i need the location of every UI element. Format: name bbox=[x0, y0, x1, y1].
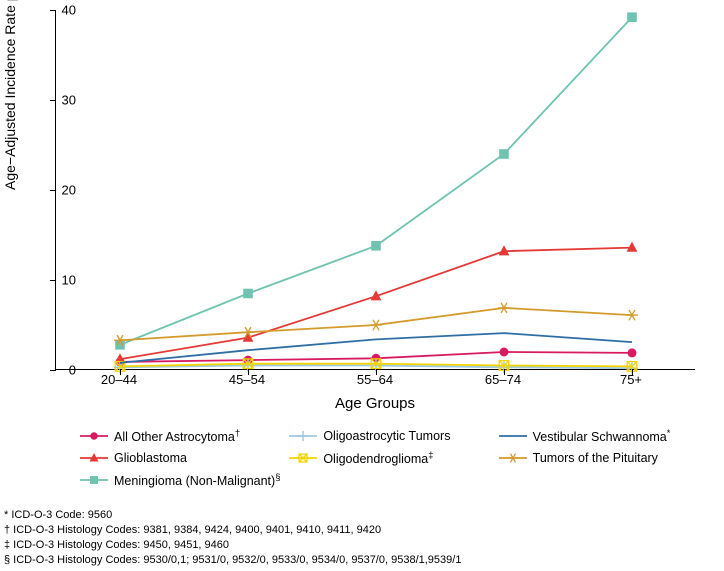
y-tick-label: 20 bbox=[62, 183, 76, 198]
x-tick-label: 75+ bbox=[620, 372, 642, 387]
y-tick bbox=[50, 280, 56, 281]
y-tick bbox=[50, 370, 56, 371]
series-marker-all_other_astrocytoma bbox=[500, 348, 509, 357]
x-tick-label: 20–44 bbox=[101, 372, 137, 387]
legend-item-meningioma: Meningioma (Non-Malignant)§ bbox=[80, 472, 281, 488]
legend-swatch bbox=[289, 451, 317, 465]
legend-swatch bbox=[289, 429, 317, 443]
y-axis-title: Age−Adjusted Incidence Rate per 100,000 bbox=[2, 0, 18, 190]
y-tick bbox=[50, 190, 56, 191]
legend-item-pituitary: Tumors of the Pituitary bbox=[499, 450, 700, 466]
series-marker-all_other_astrocytoma bbox=[628, 348, 637, 357]
chart-container: Age−Adjusted Incidence Rate per 100,000 … bbox=[0, 0, 724, 571]
footnote-star: * ICD-O-3 Code: 9560 bbox=[4, 508, 461, 523]
x-tick-label: 45–54 bbox=[229, 372, 265, 387]
series-line-glioblastoma bbox=[120, 248, 632, 360]
legend-swatch bbox=[80, 473, 108, 487]
legend-item-oligodendroglioma: Oligodendroglioma‡ bbox=[289, 450, 490, 466]
series-marker-pituitary bbox=[498, 303, 510, 313]
legend-label: Glioblastoma bbox=[114, 451, 187, 465]
legend-swatch bbox=[80, 451, 108, 465]
plot-area bbox=[55, 10, 695, 370]
legend-label: Meningioma (Non-Malignant)§ bbox=[114, 472, 280, 488]
legend-label: Oligoastrocytic Tumors bbox=[323, 429, 450, 443]
legend-item-all_other_astrocytoma: All Other Astrocytoma† bbox=[80, 428, 281, 444]
legend-item-oligoastrocytic: Oligoastrocytic Tumors bbox=[289, 428, 490, 444]
series-marker-meningioma bbox=[371, 241, 381, 251]
y-tick bbox=[50, 10, 56, 11]
legend-swatch bbox=[80, 429, 108, 443]
legend-label: Vestibular Schwannoma* bbox=[533, 428, 671, 444]
footnote-ddagger: ‡ ICD-O-3 Histology Codes: 9450, 9451, 9… bbox=[4, 538, 461, 553]
series-marker-pituitary bbox=[370, 320, 382, 330]
series-marker-meningioma bbox=[243, 289, 253, 299]
series-marker-glioblastoma bbox=[627, 242, 638, 252]
y-tick-label: 0 bbox=[69, 363, 76, 378]
series-marker-pituitary bbox=[626, 310, 638, 320]
footnote-dagger: † ICD-O-3 Histology Codes: 9381, 9384, 9… bbox=[4, 523, 461, 538]
x-axis-title: Age Groups bbox=[335, 395, 415, 412]
series-marker-meningioma bbox=[499, 149, 509, 159]
legend-swatch bbox=[499, 429, 527, 443]
y-tick-label: 10 bbox=[62, 273, 76, 288]
legend-label: Oligodendroglioma‡ bbox=[323, 450, 433, 466]
y-tick bbox=[50, 100, 56, 101]
x-tick-label: 55–64 bbox=[357, 372, 393, 387]
footnotes: * ICD-O-3 Code: 9560 † ICD-O-3 Histology… bbox=[4, 508, 461, 567]
x-tick-label: 65–74 bbox=[485, 372, 521, 387]
legend-label: All Other Astrocytoma† bbox=[114, 428, 240, 444]
series-marker-meningioma bbox=[627, 12, 637, 22]
y-tick-label: 40 bbox=[62, 3, 76, 18]
legend-item-vestibular: Vestibular Schwannoma* bbox=[499, 428, 700, 444]
plot-svg bbox=[56, 10, 696, 370]
legend-label: Tumors of the Pituitary bbox=[533, 451, 658, 465]
legend-swatch bbox=[499, 451, 527, 465]
footnote-section: § ICD-O-3 Histology Codes: 9530/0,1; 953… bbox=[4, 553, 461, 568]
legend: All Other Astrocytoma† Oligoastrocytic Tu… bbox=[80, 428, 700, 488]
legend-item-glioblastoma: Glioblastoma bbox=[80, 450, 281, 466]
y-tick-label: 30 bbox=[62, 93, 76, 108]
